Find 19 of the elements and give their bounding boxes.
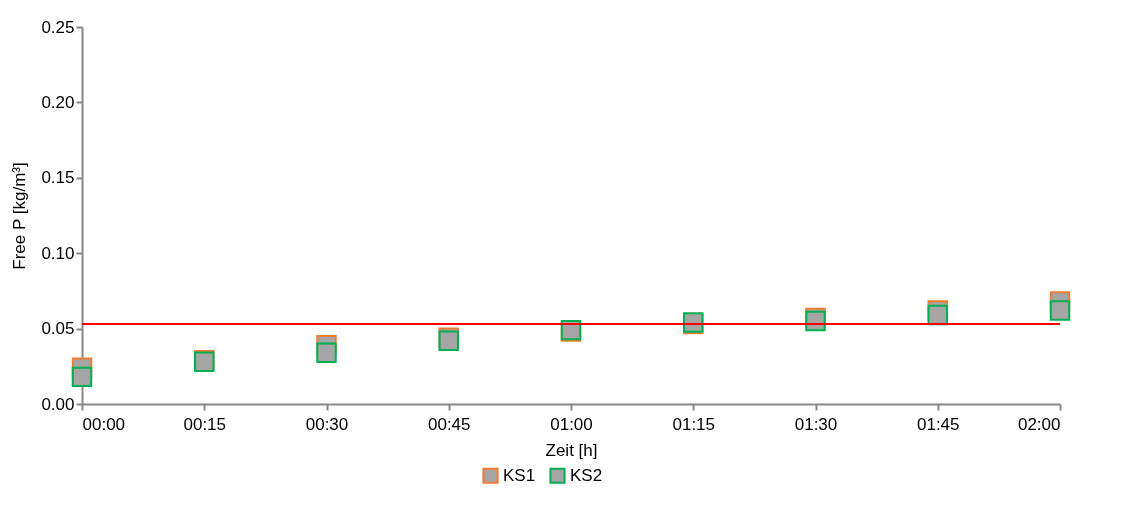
legend-label: KS2 — [570, 465, 603, 485]
x-tick-label: 00:30 — [305, 414, 349, 434]
x-tick-label: 01:30 — [794, 414, 838, 434]
x-tick-label: 02:00 — [1017, 414, 1061, 434]
x-tick-label: 01:15 — [672, 414, 716, 434]
legend-label: KS1 — [503, 465, 536, 485]
x-tick-label: 00:45 — [427, 414, 471, 434]
x-tick-label: 01:45 — [916, 414, 960, 434]
y-tick-label: 0.05 — [41, 319, 75, 339]
y-tick-label: 0.00 — [41, 394, 75, 414]
y-tick-label: 0.25 — [41, 17, 75, 37]
x-tick-label: 00:00 — [82, 414, 126, 434]
x-tick-label: 01:00 — [550, 414, 593, 434]
y-tick-label: 0.15 — [41, 168, 75, 188]
y-tick-label: 0.20 — [41, 92, 75, 112]
x-axis-title: Zeit [h] — [545, 440, 598, 460]
y-tick-label: 0.10 — [41, 243, 75, 263]
y-axis-title: Free P [kg/m³] — [10, 162, 30, 270]
x-tick-label: 00:15 — [183, 414, 227, 434]
